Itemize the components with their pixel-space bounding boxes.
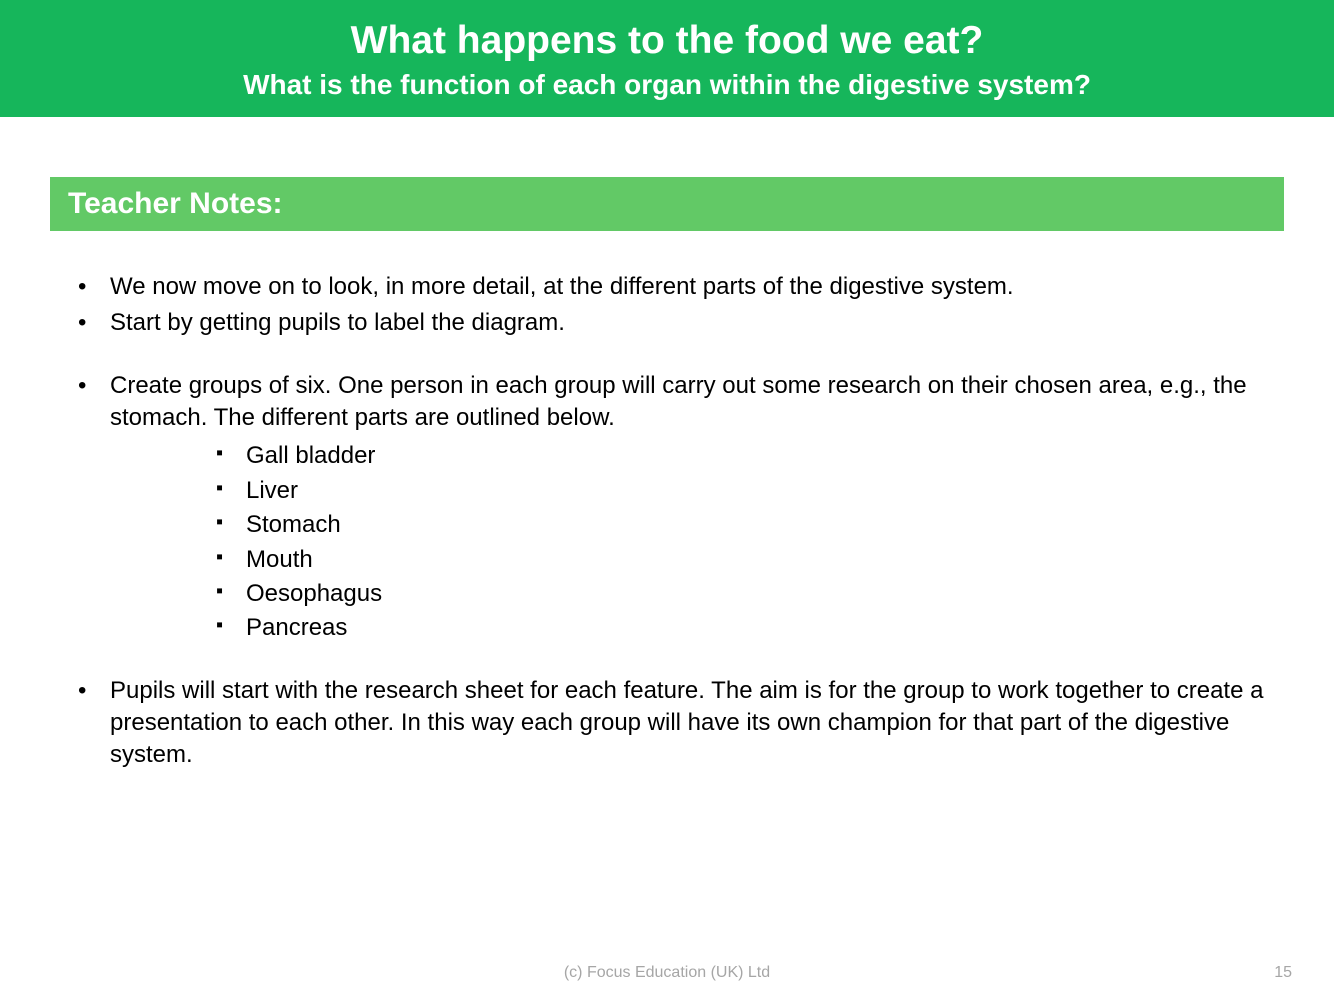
slide: What happens to the food we eat? What is… bbox=[0, 0, 1334, 1000]
bullet-text: Pupils will start with the research shee… bbox=[110, 677, 1263, 769]
sub-bullet-item: Gall bladder bbox=[210, 440, 1284, 472]
sub-bullet-item: Pancreas bbox=[210, 612, 1284, 644]
bullet-text: Start by getting pupils to label the dia… bbox=[110, 309, 565, 336]
bullet-item: Pupils will start with the research shee… bbox=[70, 675, 1284, 772]
slide-subtitle: What is the function of each organ withi… bbox=[20, 69, 1314, 101]
bullet-item: Start by getting pupils to label the dia… bbox=[70, 307, 1284, 339]
bullet-text: Create groups of six. One person in each… bbox=[110, 372, 1247, 431]
footer-copyright: (c) Focus Education (UK) Ltd bbox=[0, 964, 1334, 982]
bullet-list: We now move on to look, in more detail, … bbox=[50, 271, 1284, 772]
bullet-item: Create groups of six. One person in each… bbox=[70, 370, 1284, 645]
sub-bullet-item: Mouth bbox=[210, 544, 1284, 576]
slide-header: What happens to the food we eat? What is… bbox=[0, 0, 1334, 117]
bullet-text: We now move on to look, in more detail, … bbox=[110, 273, 1014, 300]
sub-bullet-list: Gall bladderLiverStomachMouthOesophagusP… bbox=[110, 440, 1284, 644]
sub-bullet-item: Stomach bbox=[210, 509, 1284, 541]
section-heading: Teacher Notes: bbox=[50, 177, 1284, 231]
sub-bullet-item: Liver bbox=[210, 475, 1284, 507]
slide-body: Teacher Notes: We now move on to look, i… bbox=[0, 117, 1334, 1000]
slide-title: What happens to the food we eat? bbox=[20, 18, 1314, 65]
page-number: 15 bbox=[1274, 964, 1292, 982]
sub-bullet-item: Oesophagus bbox=[210, 578, 1284, 610]
bullet-item: We now move on to look, in more detail, … bbox=[70, 271, 1284, 303]
